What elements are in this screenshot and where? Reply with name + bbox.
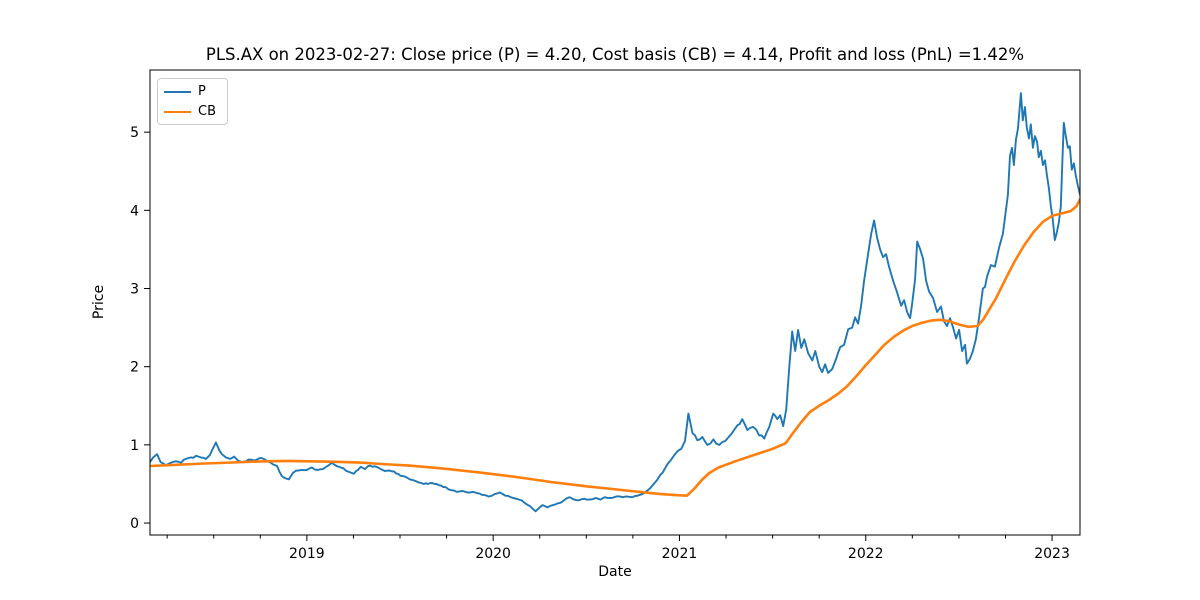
x-tick-label: 2019: [289, 546, 325, 562]
x-tick-label: 2021: [662, 546, 698, 562]
y-tick-label: 5: [130, 125, 139, 141]
y-tick-label: 0: [130, 516, 139, 532]
y-axis-label: Price: [91, 284, 107, 320]
x-tick-label: 2020: [475, 546, 511, 562]
price-line-swatch: [164, 90, 191, 93]
legend: P CB: [157, 78, 228, 125]
legend-label-price: P: [198, 84, 206, 99]
x-axis-minor-ticks: [166, 535, 1006, 539]
legend-item-price: P: [164, 85, 219, 98]
axis-tick-labels: 2019 2020 2021 2022 2023 0 1 2 3 4 5: [130, 125, 1070, 562]
plot-border: [149, 69, 1081, 536]
y-tick-label: 1: [130, 438, 139, 454]
y-tick-label: 4: [130, 203, 139, 219]
axis-major-ticks: [144, 131, 1053, 541]
y-tick-label: 2: [130, 360, 139, 376]
x-tick-label: 2022: [848, 546, 884, 562]
legend-label-cost-basis: CB: [198, 104, 216, 119]
chart-title: PLS.AX on 2023-02-27: Close price (P) = …: [205, 45, 1025, 64]
x-axis-label: Date: [598, 564, 632, 580]
x-tick-label: 2023: [1034, 546, 1070, 562]
price-series-line: [150, 92, 1080, 513]
cost-basis-line-swatch: [164, 110, 191, 113]
y-tick-label: 3: [130, 282, 139, 298]
cost-basis-series-line: [150, 198, 1080, 497]
legend-item-cost-basis: CB: [164, 105, 219, 118]
